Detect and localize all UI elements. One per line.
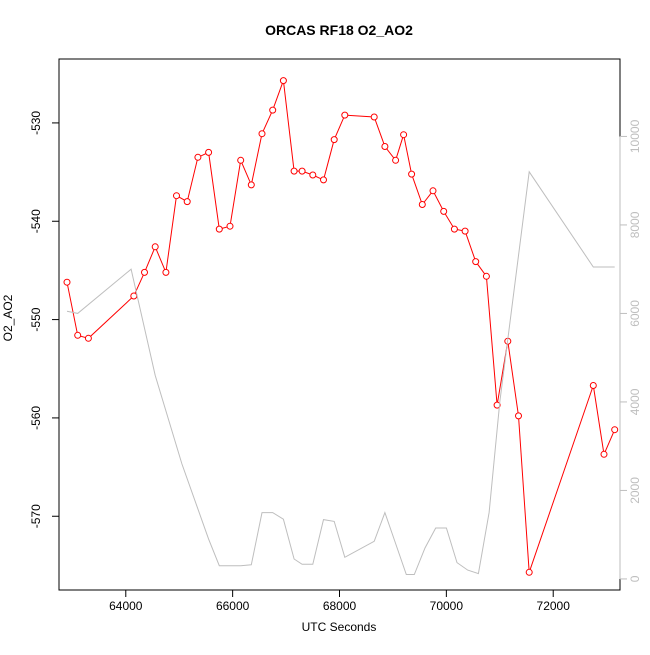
y2-tick-label: 0 (628, 575, 642, 582)
series-1-point-30 (418, 201, 426, 208)
y2-tick-label: 10000 (628, 119, 642, 153)
y-tick-label: -550 (29, 307, 43, 331)
x-tick-label: 72000 (537, 599, 571, 613)
series-1-point-41 (589, 382, 597, 389)
x-tick-label: 68000 (323, 599, 357, 613)
x-tick-label: 64000 (109, 599, 143, 613)
x-tick-label: 70000 (430, 599, 464, 613)
series-1-point-39 (515, 412, 522, 420)
series-1-point-4 (130, 292, 138, 300)
series-layer (63, 77, 619, 576)
y2-tick-label: 4000 (628, 388, 642, 415)
series-1-point-12 (215, 225, 223, 233)
series-1-point-18 (279, 77, 287, 85)
series-1-point-27 (392, 156, 400, 164)
series-1-point-10 (194, 153, 202, 161)
series-1-point-23 (330, 136, 338, 144)
series-1-point-29 (408, 170, 416, 178)
series-1-point-42 (600, 450, 608, 458)
series-1-point-22 (320, 176, 327, 184)
series-1-point-33 (450, 225, 458, 233)
series-1-point-2 (74, 331, 82, 339)
series-1-point-32 (440, 207, 448, 215)
series-1-point-1 (63, 278, 71, 286)
series-2-line (66, 170, 615, 575)
y2-tick-label: 6000 (628, 300, 642, 327)
series-1-point-37 (493, 401, 501, 409)
y-axis: -570 -560 -550 -540 -530 (29, 111, 60, 528)
series-1-point-35 (472, 258, 480, 266)
series-1-point-34 (461, 227, 469, 235)
series-1-point-24 (341, 111, 349, 119)
series-1-point-43 (611, 426, 619, 434)
series-1-point-26 (381, 143, 389, 150)
y-tick-label: -540 (29, 209, 43, 233)
y-axis-label: O2_AO2 (1, 294, 15, 341)
series-1-point-14 (237, 156, 245, 164)
series-1-point-15 (247, 181, 255, 189)
chart-title: ORCAS RF18 O2_AO2 (265, 22, 413, 38)
series-1-point-25 (370, 113, 378, 121)
y-tick-label: -570 (29, 504, 43, 528)
series-1-point-17 (269, 106, 277, 114)
y-tick-label: -530 (29, 111, 43, 135)
series-1-point-16 (258, 130, 266, 138)
series-1-point-19 (290, 167, 298, 175)
x-axis-label: UTC Seconds (302, 620, 377, 634)
series-1-point-11 (205, 148, 213, 156)
series-1-point-6 (151, 243, 159, 251)
series-1-point-20 (298, 167, 306, 175)
series-1-point-28 (400, 131, 408, 139)
series-1-point-40 (525, 568, 533, 576)
series-1-point-3 (84, 334, 92, 342)
x-axis: 64000 66000 68000 70000 72000 (109, 589, 571, 613)
y2-axis: 0 2000 4000 6000 8000 10000 (619, 119, 642, 582)
series-1-point-7 (162, 268, 170, 276)
y2-tick-label: 8000 (628, 211, 642, 238)
series-1-line (66, 80, 616, 573)
series-1-point-21 (309, 171, 317, 179)
y-tick-label: -560 (29, 406, 43, 430)
y2-tick-label: 2000 (628, 477, 642, 504)
series-1-point-31 (429, 187, 437, 195)
series-1-point-5 (141, 268, 148, 276)
x-tick-label: 66000 (216, 599, 250, 613)
series-1-point-9 (183, 198, 191, 206)
series-1-point-36 (482, 272, 490, 280)
series-1-point-13 (226, 222, 234, 230)
series-1-point-8 (173, 192, 180, 200)
